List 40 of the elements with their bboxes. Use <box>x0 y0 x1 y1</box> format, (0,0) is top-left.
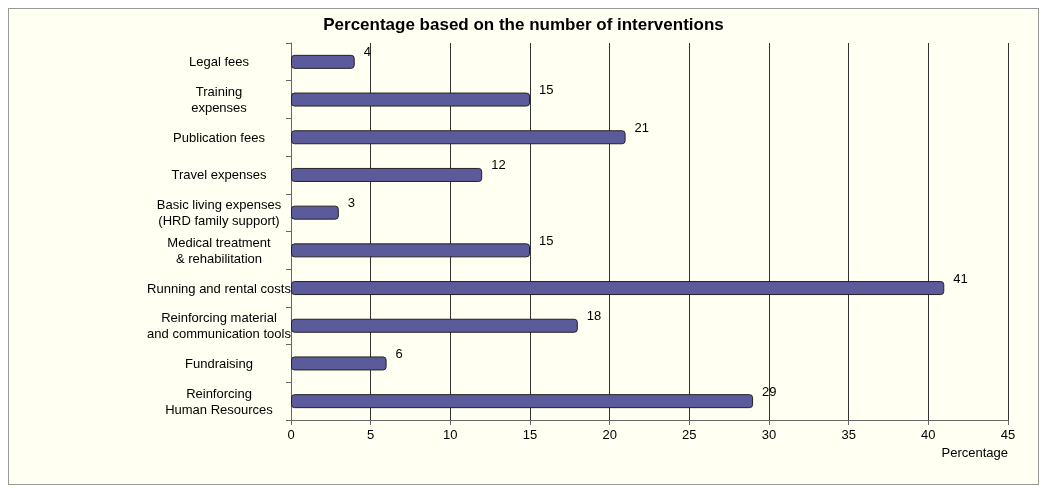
y-tick-label: Running and rental costs <box>147 280 292 296</box>
x-tick-label: 20 <box>602 427 617 442</box>
y-tick-label: Publication fees <box>173 129 266 145</box>
data-label: 18 <box>586 308 602 324</box>
y-tick-label: Reinforcing Human Resources <box>165 385 274 417</box>
y-tick-label: Reinforcing material and communication tools <box>147 310 292 342</box>
bar <box>291 356 387 371</box>
y-tick-label: Fundraising <box>185 355 253 371</box>
x-tick-label: 25 <box>682 427 697 442</box>
data-label: 6 <box>395 345 403 361</box>
x-tick-label: 30 <box>761 427 777 442</box>
chart-title: Percentage based on the number of interventions <box>323 15 724 34</box>
bar <box>291 394 754 409</box>
x-tick-label: 5 <box>367 427 375 442</box>
x-axis-title: Percentage <box>941 445 1008 460</box>
bar <box>291 92 530 107</box>
data-label: 41 <box>953 270 968 286</box>
data-label: 15 <box>539 232 554 248</box>
x-tick-label: 10 <box>443 427 458 442</box>
data-label: 12 <box>491 157 506 173</box>
x-tick-label: 35 <box>841 427 856 442</box>
y-tick-label: Training expenses <box>191 84 248 116</box>
bar <box>291 205 339 220</box>
bar <box>291 167 483 182</box>
data-label: 15 <box>539 82 554 98</box>
x-tick-label: 0 <box>287 427 295 442</box>
x-tick-label: 40 <box>921 427 936 442</box>
x-tick-label: 45 <box>1000 427 1016 442</box>
x-tick-label: 15 <box>522 427 538 442</box>
data-label: 21 <box>634 119 650 135</box>
data-label: 3 <box>347 195 356 211</box>
bar <box>291 281 945 296</box>
bar <box>291 243 530 258</box>
y-tick-label: Travel expenses <box>171 167 267 183</box>
bar <box>291 318 578 333</box>
y-tick-label: Legal fees <box>189 54 250 70</box>
y-tick-label: Basic living expenses (HRD family support) <box>156 197 282 229</box>
y-tick-label: Medical treatment & rehabilitation <box>167 234 272 266</box>
bar <box>291 54 355 69</box>
bar <box>291 130 626 145</box>
